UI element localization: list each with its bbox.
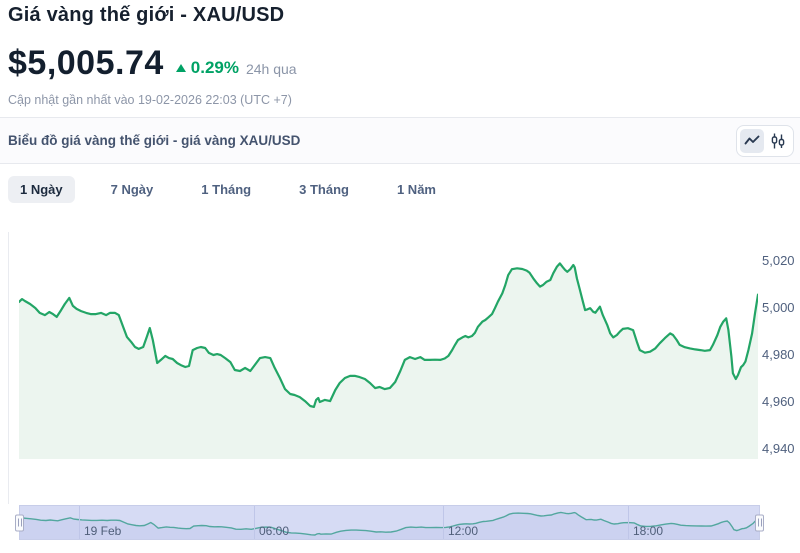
range-tabs: 1 Ngày 7 Ngày 1 Tháng 3 Tháng 1 Năm [8,176,448,203]
price-chart[interactable] [19,232,758,459]
chart-title: Biểu đồ giá vàng thế giới - giá vàng XAU… [8,133,301,148]
range-tab[interactable]: 1 Ngày [8,176,75,203]
chart-header: Biểu đồ giá vàng thế giới - giá vàng XAU… [0,117,800,164]
x-axis-tick-label: 18:00 [633,524,664,538]
y-axis-tick-label: 5,020 [762,253,795,268]
current-price: $5,005.74 [8,44,164,82]
range-tab[interactable]: 3 Tháng [299,182,349,197]
change-period: 24h qua [245,60,297,77]
navigator-gridline [254,506,255,539]
x-axis-tick-label: 06:00 [259,524,290,538]
candlestick-icon [771,133,785,148]
last-updated: Cập nhật gần nhất vào 19-02-2026 22:03 (… [8,93,292,107]
handle-grip [20,518,22,527]
navigator-left-handle[interactable] [15,514,24,531]
handle-grip [757,518,759,527]
x-axis-tick-label: 19 Feb [84,524,122,538]
arrow-up-icon [175,63,186,72]
handle-grip [760,518,762,527]
line-chart-icon [744,135,760,144]
y-axis-tick-label: 4,960 [762,394,795,409]
range-tab[interactable]: 1 Tháng [201,182,252,197]
navigator-gridline [628,506,629,539]
chart-navigator[interactable]: 19 Feb 06:00 12:00 18:00 [15,505,764,540]
navigator-right-handle[interactable] [755,514,764,531]
y-axis-line [8,232,9,504]
y-axis-tick-label: 4,940 [762,441,795,456]
navigator-line [20,511,759,536]
y-axis-tick-label: 5,000 [762,300,795,315]
price-change: 0.29% [175,57,239,78]
y-axis-tick-label: 4,980 [762,347,795,362]
handle-grip [17,518,19,527]
chart-type-toggle [736,124,794,157]
navigator-series [20,511,759,539]
navigator-gridline [79,506,80,539]
page-title: Giá vàng thế giới - XAU/USD [8,4,285,26]
navigator-area-fill [20,512,759,539]
candlestick-chart-button[interactable] [766,129,790,153]
line-chart-button[interactable] [740,128,764,153]
price-area-fill [19,263,758,459]
price-row: $5,005.74 0.29% 24h qua [8,44,297,83]
range-tab[interactable]: 1 Năm [396,182,436,197]
range-tab[interactable]: 7 Ngày [110,182,154,197]
navigator-gridline [443,506,444,539]
change-percent: 0.29% [190,57,239,77]
x-axis-tick-label: 12:00 [448,524,479,538]
price-line [19,262,758,408]
